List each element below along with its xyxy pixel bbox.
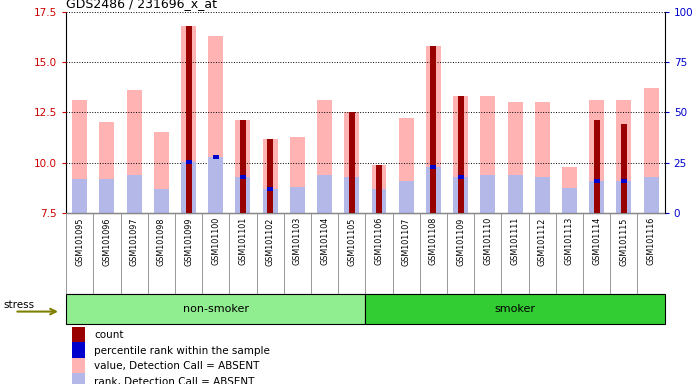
Text: GSM101112: GSM101112 — [538, 217, 547, 265]
Text: GSM101106: GSM101106 — [374, 217, 383, 265]
Text: rank, Detection Call = ABSENT: rank, Detection Call = ABSENT — [94, 377, 255, 384]
Bar — [345, 177, 359, 213]
Text: GSM101100: GSM101100 — [212, 217, 220, 265]
Bar — [617, 100, 631, 213]
Bar — [154, 189, 169, 213]
Text: GSM101095: GSM101095 — [75, 217, 84, 266]
Bar — [240, 175, 246, 179]
Bar — [127, 90, 141, 213]
Bar — [154, 132, 169, 213]
Bar — [399, 181, 413, 213]
Text: GSM101107: GSM101107 — [402, 217, 411, 265]
Text: stress: stress — [3, 300, 34, 310]
Bar — [535, 177, 550, 213]
Bar — [562, 167, 577, 213]
Bar — [72, 327, 86, 344]
Text: GDS2486 / 231696_x_at: GDS2486 / 231696_x_at — [66, 0, 217, 10]
Bar — [590, 181, 604, 213]
Bar — [100, 179, 114, 213]
Bar — [480, 96, 496, 213]
Text: GSM101102: GSM101102 — [266, 217, 275, 265]
Bar — [594, 121, 600, 213]
Bar — [644, 177, 658, 213]
Text: GSM101115: GSM101115 — [619, 217, 628, 265]
Text: GSM101098: GSM101098 — [157, 217, 166, 265]
Bar — [507, 175, 523, 213]
Text: GSM101109: GSM101109 — [456, 217, 465, 265]
Bar — [453, 177, 468, 213]
Bar — [127, 175, 141, 213]
Bar — [100, 122, 114, 213]
Bar — [372, 165, 386, 213]
Bar — [317, 175, 332, 213]
Bar — [208, 36, 223, 213]
Bar — [213, 155, 219, 159]
Bar — [186, 26, 191, 213]
Text: GSM101101: GSM101101 — [239, 217, 248, 265]
Text: GSM101103: GSM101103 — [293, 217, 302, 265]
Bar — [317, 100, 332, 213]
Bar — [235, 177, 251, 213]
Text: GSM101116: GSM101116 — [647, 217, 656, 265]
Text: percentile rank within the sample: percentile rank within the sample — [94, 346, 270, 356]
Bar — [240, 121, 246, 213]
Text: GSM101110: GSM101110 — [483, 217, 492, 265]
Text: GSM101099: GSM101099 — [184, 217, 193, 266]
Bar — [72, 343, 86, 359]
Bar — [72, 100, 87, 213]
Text: GSM101108: GSM101108 — [429, 217, 438, 265]
Text: GSM101114: GSM101114 — [592, 217, 601, 265]
Bar — [376, 165, 382, 213]
Bar — [181, 26, 196, 213]
Bar — [507, 102, 523, 213]
Text: GSM101096: GSM101096 — [102, 217, 111, 265]
Bar — [262, 139, 278, 213]
Bar — [458, 96, 464, 213]
Bar — [426, 46, 441, 213]
Bar — [399, 118, 413, 213]
Bar — [617, 181, 631, 213]
Bar — [430, 165, 436, 169]
Bar — [181, 162, 196, 213]
Text: GSM101105: GSM101105 — [347, 217, 356, 265]
FancyBboxPatch shape — [66, 295, 365, 324]
Bar — [262, 189, 278, 213]
Bar — [458, 175, 464, 179]
Bar — [480, 175, 496, 213]
Bar — [235, 121, 251, 213]
Bar — [621, 124, 627, 213]
Bar — [426, 167, 441, 213]
Text: GSM101104: GSM101104 — [320, 217, 329, 265]
Bar — [267, 187, 273, 191]
Text: GSM101113: GSM101113 — [565, 217, 574, 265]
Bar — [594, 179, 600, 183]
Text: count: count — [94, 330, 124, 340]
Bar — [267, 139, 273, 213]
Text: GSM101111: GSM101111 — [511, 217, 519, 265]
FancyBboxPatch shape — [365, 295, 665, 324]
Bar — [562, 188, 577, 213]
Text: smoker: smoker — [495, 303, 535, 313]
Bar — [644, 88, 658, 213]
Bar — [590, 100, 604, 213]
Bar — [453, 96, 468, 213]
Bar — [345, 112, 359, 213]
Bar — [208, 157, 223, 213]
Bar — [186, 160, 191, 164]
Bar — [372, 189, 386, 213]
Bar — [621, 179, 627, 183]
Bar — [72, 179, 87, 213]
Bar — [290, 136, 305, 213]
Bar — [535, 102, 550, 213]
Bar — [290, 187, 305, 213]
Text: GSM101097: GSM101097 — [129, 217, 139, 266]
Bar — [72, 373, 86, 384]
Bar — [72, 358, 86, 374]
Text: non-smoker: non-smoker — [183, 303, 248, 313]
Text: value, Detection Call = ABSENT: value, Detection Call = ABSENT — [94, 361, 260, 371]
Bar — [430, 46, 436, 213]
Bar — [349, 112, 355, 213]
